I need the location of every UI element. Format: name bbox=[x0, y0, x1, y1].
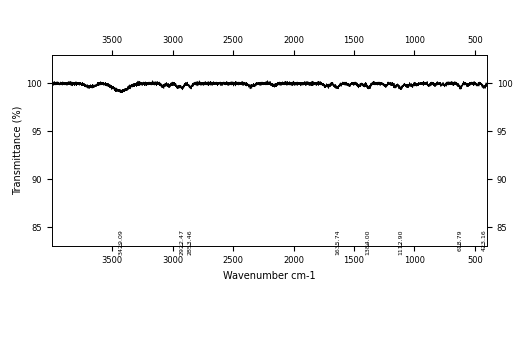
Text: 423.16: 423.16 bbox=[482, 229, 486, 251]
Text: 2853.46: 2853.46 bbox=[188, 229, 193, 255]
Text: 2922.47: 2922.47 bbox=[180, 229, 184, 255]
Y-axis label: Transmittance (%): Transmittance (%) bbox=[12, 106, 22, 195]
Text: 3429.09: 3429.09 bbox=[118, 229, 123, 255]
Text: 1384.00: 1384.00 bbox=[366, 229, 370, 254]
Text: 1635.74: 1635.74 bbox=[335, 229, 340, 255]
Text: 1112.90: 1112.90 bbox=[398, 229, 403, 254]
X-axis label: Wavenumber cm-1: Wavenumber cm-1 bbox=[223, 271, 315, 280]
Text: 618.79: 618.79 bbox=[458, 229, 463, 251]
